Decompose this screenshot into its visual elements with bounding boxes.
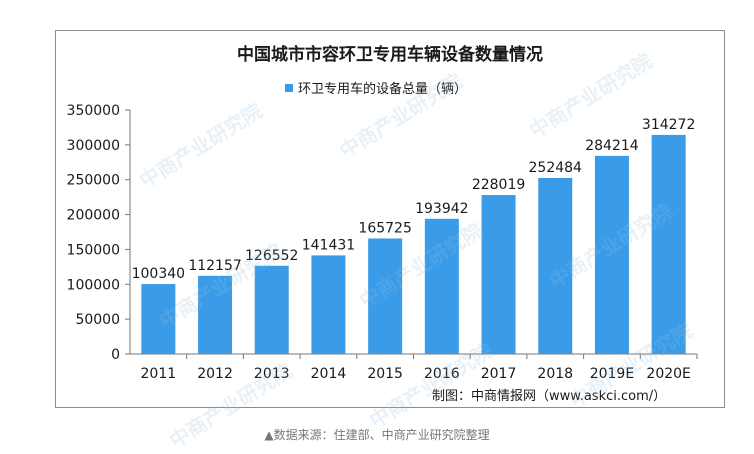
legend-label: 环卫专用车的设备总量（辆） xyxy=(298,81,467,97)
x-tick-label: 2017 xyxy=(481,366,517,382)
x-tick-label: 2013 xyxy=(254,366,290,382)
bar-value-label: 193942 xyxy=(415,201,468,217)
x-axis: 2011 2012 2013 2014 2015 2016 2017 2018 2019E 202… xyxy=(130,353,698,382)
legend-swatch xyxy=(285,84,293,92)
chart-title: 中国城市市容环卫专用车辆设备数量情况 xyxy=(237,44,543,65)
x-tick-label: 2016 xyxy=(424,366,460,382)
y-axis: 350000 300000 250000 200000 150000 100000 5000… xyxy=(67,103,131,363)
y-tick-label: 0 xyxy=(111,347,120,363)
x-tick-label: 2020E xyxy=(646,366,690,382)
y-tick-label: 350000 xyxy=(67,103,120,119)
bar xyxy=(538,177,573,354)
bar-value-label: 165725 xyxy=(358,220,411,236)
bar xyxy=(254,265,289,354)
bar xyxy=(141,284,176,354)
bar-labels-group: 1003401121571265521414311657251939422280… xyxy=(132,117,696,282)
bar xyxy=(424,218,459,354)
y-tick-label: 250000 xyxy=(67,173,120,189)
y-tick-label: 300000 xyxy=(67,138,120,154)
bar-value-label: 228019 xyxy=(472,177,525,193)
bar xyxy=(311,255,346,354)
x-tick-label: 2018 xyxy=(537,366,573,382)
x-tick-label: 2014 xyxy=(311,366,347,382)
bar-value-label: 314272 xyxy=(642,117,695,133)
x-tick-label: 2012 xyxy=(197,366,233,382)
y-tick-label: 50000 xyxy=(75,312,120,328)
footnote: ▲数据来源：住建部、中商产业研究院整理 xyxy=(264,428,490,442)
bar xyxy=(594,155,629,354)
bar-value-label: 252484 xyxy=(529,160,583,176)
bar-value-label: 141431 xyxy=(302,237,355,253)
bars-group xyxy=(141,134,686,354)
bar-value-label: 284214 xyxy=(585,138,639,154)
bar-value-label: 100340 xyxy=(132,266,185,282)
bar xyxy=(198,275,233,354)
bar xyxy=(368,238,403,354)
bar-value-label: 112157 xyxy=(188,258,241,274)
x-tick-label: 2015 xyxy=(367,366,403,382)
x-tick-label: 2019E xyxy=(590,366,634,382)
y-tick-label: 200000 xyxy=(67,208,120,224)
y-tick-label: 100000 xyxy=(67,277,120,293)
y-tick-label: 150000 xyxy=(67,242,120,258)
bar xyxy=(651,134,686,354)
bar-value-label: 126552 xyxy=(245,248,298,264)
x-tick-label: 2011 xyxy=(141,366,177,382)
bar xyxy=(481,195,516,354)
chart-source: 制图：中商情报网（www.askci.com/） xyxy=(432,389,666,404)
